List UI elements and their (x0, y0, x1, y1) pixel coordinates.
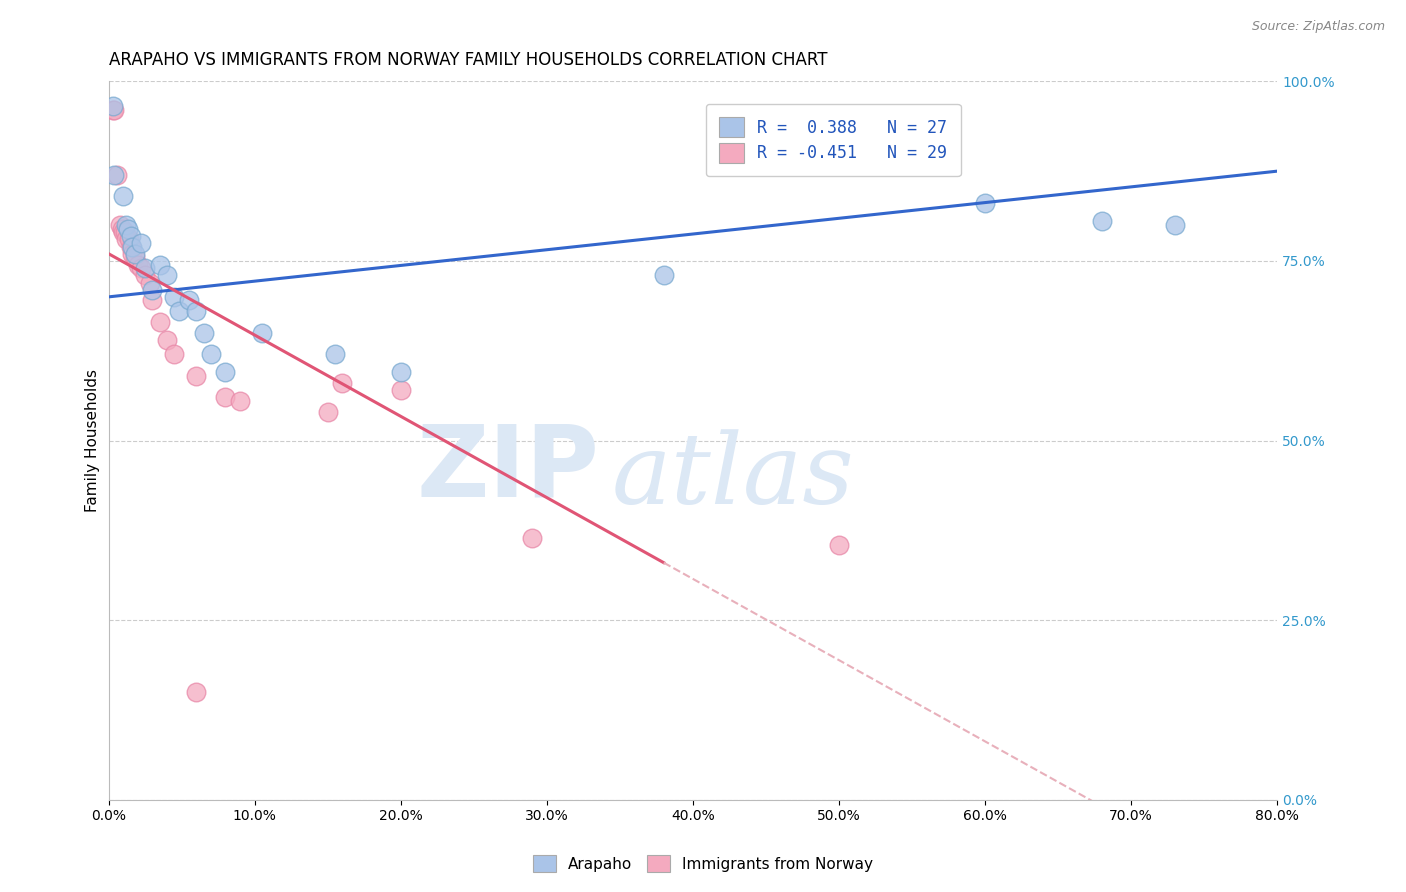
Point (652, 268, 675, 283)
Y-axis label: Family Households: Family Households (86, 369, 100, 512)
Point (1164, 218, 1187, 232)
Point (828, 538, 851, 552)
Point (134, 268, 156, 283)
Point (186, 304, 208, 318)
Point (141, 293, 163, 308)
Point (114, 225, 136, 239)
Point (121, 246, 143, 260)
Point (323, 347, 346, 361)
Point (141, 283, 163, 297)
Point (522, 531, 544, 545)
Point (120, 239, 142, 253)
Point (112, 225, 135, 239)
Point (115, 218, 138, 232)
Point (112, 189, 135, 203)
Point (134, 261, 156, 276)
Point (389, 384, 412, 398)
Point (186, 368, 208, 383)
Point (111, 221, 134, 235)
Point (138, 276, 160, 290)
Text: ARAPAHO VS IMMIGRANTS FROM NORWAY FAMILY HOUSEHOLDS CORRELATION CHART: ARAPAHO VS IMMIGRANTS FROM NORWAY FAMILY… (108, 51, 827, 69)
Text: ZIP: ZIP (416, 421, 599, 517)
Point (156, 333, 179, 347)
Point (120, 228, 142, 243)
Point (110, 218, 132, 232)
Text: Source: ZipAtlas.com: Source: ZipAtlas.com (1251, 20, 1385, 33)
Point (101, 103, 124, 117)
Point (214, 391, 236, 405)
Point (115, 232, 138, 246)
Point (1091, 214, 1114, 228)
Point (124, 251, 146, 265)
Point (127, 258, 149, 272)
Point (149, 258, 172, 272)
Point (389, 365, 412, 379)
Point (149, 315, 172, 329)
Point (129, 235, 152, 250)
Point (124, 246, 146, 260)
Point (105, 168, 128, 182)
Point (163, 290, 186, 304)
Point (229, 394, 252, 409)
Point (129, 261, 152, 276)
Point (121, 239, 143, 253)
Point (332, 376, 354, 390)
Point (316, 405, 339, 419)
Point (214, 365, 236, 379)
Point (101, 99, 124, 113)
Point (117, 221, 139, 235)
Legend: Arapaho, Immigrants from Norway: Arapaho, Immigrants from Norway (524, 847, 882, 880)
Text: atlas: atlas (612, 429, 853, 524)
Point (250, 326, 273, 340)
Point (167, 304, 190, 318)
Point (103, 103, 125, 117)
Point (974, 196, 997, 211)
Point (103, 168, 125, 182)
Point (186, 685, 208, 699)
Point (193, 326, 215, 340)
Legend: R =  0.388   N = 27, R = -0.451   N = 29: R = 0.388 N = 27, R = -0.451 N = 29 (706, 104, 960, 176)
Point (200, 347, 222, 361)
Point (163, 347, 186, 361)
Point (118, 232, 141, 246)
Point (156, 268, 179, 283)
Point (177, 293, 200, 308)
